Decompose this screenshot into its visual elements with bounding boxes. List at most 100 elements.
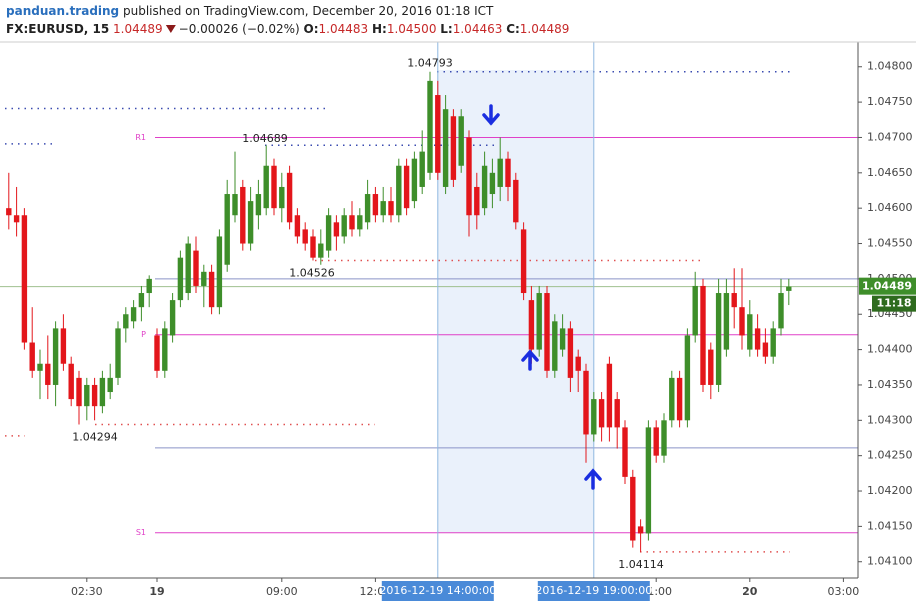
- candle-body: [138, 293, 145, 308]
- y-tick-label: 1.04350: [867, 378, 913, 391]
- price-annotation: 1.04294: [72, 431, 118, 444]
- y-tick-label: 1.04200: [867, 484, 913, 497]
- candle-body: [645, 427, 652, 534]
- candle-body: [684, 335, 691, 421]
- candle-body: [13, 215, 20, 223]
- candle-body: [708, 349, 714, 385]
- ohlc-key: H:: [372, 22, 387, 36]
- candle-body: [349, 215, 355, 230]
- candle-body: [318, 243, 324, 258]
- candle-body: [380, 201, 386, 216]
- candle-body: [99, 377, 106, 407]
- candle-body: [325, 215, 332, 251]
- candle-body: [263, 165, 269, 209]
- candle-body: [528, 300, 535, 350]
- candle-body: [169, 300, 176, 336]
- candle-body: [255, 194, 262, 216]
- ohlc-value: 1.04463: [453, 22, 503, 36]
- candle-body: [357, 215, 363, 230]
- candle-body: [76, 377, 82, 407]
- candle-body: [622, 427, 628, 477]
- y-tick-label: 1.04650: [867, 166, 913, 179]
- candle-body: [372, 194, 379, 216]
- candle-body: [762, 342, 769, 357]
- ohlc-value: 1.04483: [319, 22, 369, 36]
- candle-body: [692, 285, 698, 336]
- last: 1.04489: [113, 22, 163, 36]
- candle-body: [388, 201, 394, 216]
- level-label: R1: [135, 133, 146, 142]
- range-label-box: [381, 581, 494, 601]
- candle-body: [731, 293, 737, 308]
- candle-body: [201, 271, 207, 286]
- y-tick-label: 1.04300: [867, 413, 913, 426]
- candle-body: [715, 293, 722, 385]
- candle-body: [37, 363, 43, 371]
- y-tick-label: 1.04800: [867, 60, 913, 73]
- last-price-box: [859, 277, 916, 295]
- y-tick-label: 1.04100: [867, 555, 913, 568]
- candle-body: [21, 215, 28, 343]
- candle-body: [271, 165, 277, 209]
- last-price-label: 1.04489: [862, 280, 912, 293]
- y-tick-label: 1.04550: [867, 237, 913, 250]
- candle-body: [310, 236, 316, 258]
- candle-body: [107, 377, 113, 393]
- candle-body: [520, 229, 527, 294]
- countdown-box: [872, 295, 916, 312]
- level-label: S1: [136, 528, 146, 537]
- candle-body: [333, 222, 340, 237]
- published: published on TradingView.com, December 2…: [123, 4, 494, 18]
- candle-body: [435, 95, 441, 173]
- candle-body: [466, 137, 472, 216]
- candle-body: [544, 293, 550, 371]
- candle-body: [770, 328, 776, 357]
- down-triangle: [165, 25, 176, 33]
- price-axis-bg: [858, 42, 916, 606]
- candle-body: [583, 370, 589, 435]
- candle-body: [91, 384, 98, 407]
- signal-arrow: [521, 349, 539, 371]
- signal-arrow: [584, 468, 602, 490]
- candle-body: [427, 80, 433, 173]
- candle-body: [193, 250, 199, 286]
- candle-body: [130, 307, 137, 322]
- price-annotation: 1.04793: [407, 57, 453, 70]
- candle-body: [216, 236, 223, 308]
- candle-body: [700, 285, 706, 385]
- candle-body: [232, 194, 238, 216]
- price-annotation: 1.04689: [242, 132, 288, 145]
- candle-body: [364, 194, 371, 223]
- candle-body: [208, 271, 215, 308]
- ohlc-value: 1.04500: [387, 22, 437, 36]
- candle-body: [286, 172, 293, 223]
- candle-body: [630, 476, 636, 541]
- candle-body: [247, 201, 254, 244]
- candle-body: [162, 328, 168, 371]
- candle-body: [84, 384, 90, 407]
- x-tick-label: 19: [149, 585, 164, 598]
- y-tick-label: 1.04250: [867, 449, 913, 462]
- candle-body: [489, 172, 496, 195]
- candle-body: [294, 215, 301, 237]
- candle-body: [115, 328, 121, 378]
- candle-body: [442, 109, 449, 187]
- candle-body: [52, 328, 59, 385]
- legend-line: FX:EURUSD, 15 1.04489 −0.00026 (−0.02%) O…: [6, 22, 569, 36]
- y-tick-label: 1.04600: [867, 201, 913, 214]
- candle-body: [747, 314, 753, 350]
- candle-body: [146, 278, 152, 294]
- ohlc-key: L:: [440, 22, 452, 36]
- candle-body: [676, 377, 683, 421]
- y-tick-label: 1.04700: [867, 130, 913, 143]
- y-tick-label: 1.04750: [867, 95, 913, 108]
- candle-body: [723, 293, 730, 350]
- candle-body: [474, 186, 480, 216]
- candle-body: [45, 363, 51, 385]
- candle-body: [661, 420, 667, 456]
- candle-body: [177, 257, 184, 301]
- candle-body: [505, 158, 511, 187]
- x-tick-label: 02:30: [71, 585, 103, 598]
- range-label-box: [537, 581, 650, 601]
